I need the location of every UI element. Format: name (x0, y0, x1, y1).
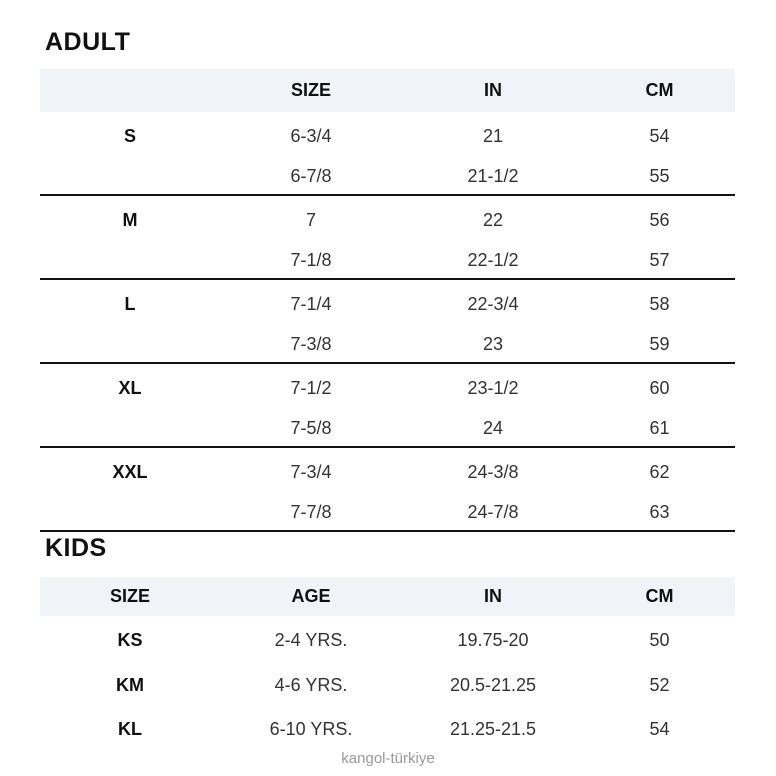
size-label: XXL (112, 462, 148, 482)
table-row: 6-7/8 21-1/2 55 (40, 156, 735, 190)
size-value: 7-5/8 (290, 418, 332, 438)
cm-value: 62 (649, 462, 670, 482)
table-row: 7-1/8 22-1/2 57 (40, 240, 735, 274)
kids-size-table: SIZE AGE IN CM KS 2-4 YRS. 19.75-20 50 KM 4-6… (40, 577, 735, 752)
inch-value: 24-3/8 (467, 462, 519, 482)
cm-value: 58 (649, 294, 670, 314)
header-cell-cm: CM (645, 80, 674, 100)
size-label: S (123, 126, 136, 146)
size-label: KM (116, 674, 144, 695)
size-group-l: L 7-1/4 22-3/4 58 7-3/8 23 59 (40, 280, 735, 364)
inch-value: 23 (482, 334, 504, 354)
adult-section-title: ADULT (45, 28, 131, 56)
size-group-m: M 7 22 56 7-1/8 22-1/2 57 (40, 196, 735, 280)
inch-value: 22-3/4 (467, 294, 519, 314)
watermark: kangol-türkiye (341, 750, 435, 767)
size-group-xxl: XXL 7-3/4 24-3/8 62 7-7/8 24-7/8 63 (40, 448, 735, 532)
age-value: 4-6 YRS. (274, 674, 348, 695)
cm-value: 60 (649, 378, 670, 398)
size-group-s: S 6-3/4 21 54 6-7/8 21-1/2 55 (40, 112, 735, 196)
table-row: L 7-1/4 22-3/4 58 (40, 284, 735, 324)
table-row: M 7 22 56 (40, 200, 735, 240)
size-value: 7-3/8 (290, 334, 332, 354)
kids-section-title: KIDS (45, 534, 107, 562)
size-group-xl: XL 7-1/2 23-1/2 60 7-5/8 24 61 (40, 364, 735, 448)
age-value: 2-4 YRS. (274, 630, 348, 650)
cm-value: 55 (649, 166, 670, 186)
table-row: KS 2-4 YRS. 19.75-20 50 (40, 618, 735, 663)
header-cell-size: SIZE (109, 586, 150, 606)
size-label: XL (118, 378, 142, 398)
size-value: 7 (305, 210, 316, 230)
cm-value: 59 (649, 334, 670, 354)
age-value: 6-10 YRS. (269, 719, 353, 739)
header-cell-size: SIZE (290, 80, 331, 100)
header-cell-in: IN (484, 80, 502, 100)
adult-size-table: SIZE IN CM S 6-3/4 21 54 6-7/8 21-1/2 55 M 7 22 56… (40, 69, 735, 532)
size-label (40, 408, 220, 442)
inch-value: 24-7/8 (467, 502, 519, 522)
cm-value: 54 (649, 719, 670, 739)
cm-value: 56 (649, 210, 670, 230)
kids-table-header: SIZE AGE IN CM (40, 577, 735, 616)
table-row: XL 7-1/2 23-1/2 60 (40, 368, 735, 408)
size-value: 7-1/2 (290, 378, 332, 398)
inch-value: 22-1/2 (467, 250, 519, 270)
table-row: 7-3/8 23 59 (40, 324, 735, 358)
cm-value: 57 (649, 250, 670, 270)
size-label (40, 156, 220, 190)
cm-value: 54 (649, 126, 670, 146)
inch-value: 21-1/2 (467, 166, 519, 186)
size-label: KS (117, 630, 143, 650)
size-value: 7-1/8 (290, 250, 332, 270)
size-label: M (122, 210, 138, 230)
cm-value: 61 (649, 418, 670, 438)
table-row: S 6-3/4 21 54 (40, 116, 735, 156)
size-label: L (124, 294, 136, 314)
size-label (40, 492, 220, 526)
table-row: KL 6-10 YRS. 21.25-21.5 54 (40, 707, 735, 752)
inch-value: 20.5-21.25 (449, 674, 537, 695)
inch-value: 22 (482, 210, 504, 230)
size-value: 7-7/8 (290, 502, 332, 522)
header-cell-cm: CM (645, 586, 674, 606)
header-cell-age: AGE (291, 586, 331, 606)
table-row: XXL 7-3/4 24-3/8 62 (40, 452, 735, 492)
size-label: KL (118, 719, 142, 739)
size-label (40, 240, 220, 274)
cm-value: 50 (649, 630, 670, 650)
adult-table-header: SIZE IN CM (40, 69, 735, 112)
inch-value: 24 (482, 418, 504, 438)
table-row: 7-5/8 24 61 (40, 408, 735, 442)
size-label (40, 324, 220, 358)
header-cell-in: IN (484, 586, 502, 606)
inch-value: 23-1/2 (467, 378, 519, 398)
cm-value: 52 (649, 674, 670, 695)
inch-value: 19.75-20 (457, 630, 529, 650)
size-value: 6-7/8 (290, 166, 332, 186)
cm-value: 63 (649, 502, 670, 522)
size-value: 6-3/4 (290, 126, 332, 146)
size-value: 7-1/4 (290, 294, 332, 314)
size-value: 7-3/4 (290, 462, 332, 482)
inch-value: 21 (482, 126, 504, 146)
table-row: KM 4-6 YRS. 20.5-21.25 52 (40, 663, 735, 708)
table-row: 7-7/8 24-7/8 63 (40, 492, 735, 526)
inch-value: 21.25-21.5 (449, 719, 537, 739)
